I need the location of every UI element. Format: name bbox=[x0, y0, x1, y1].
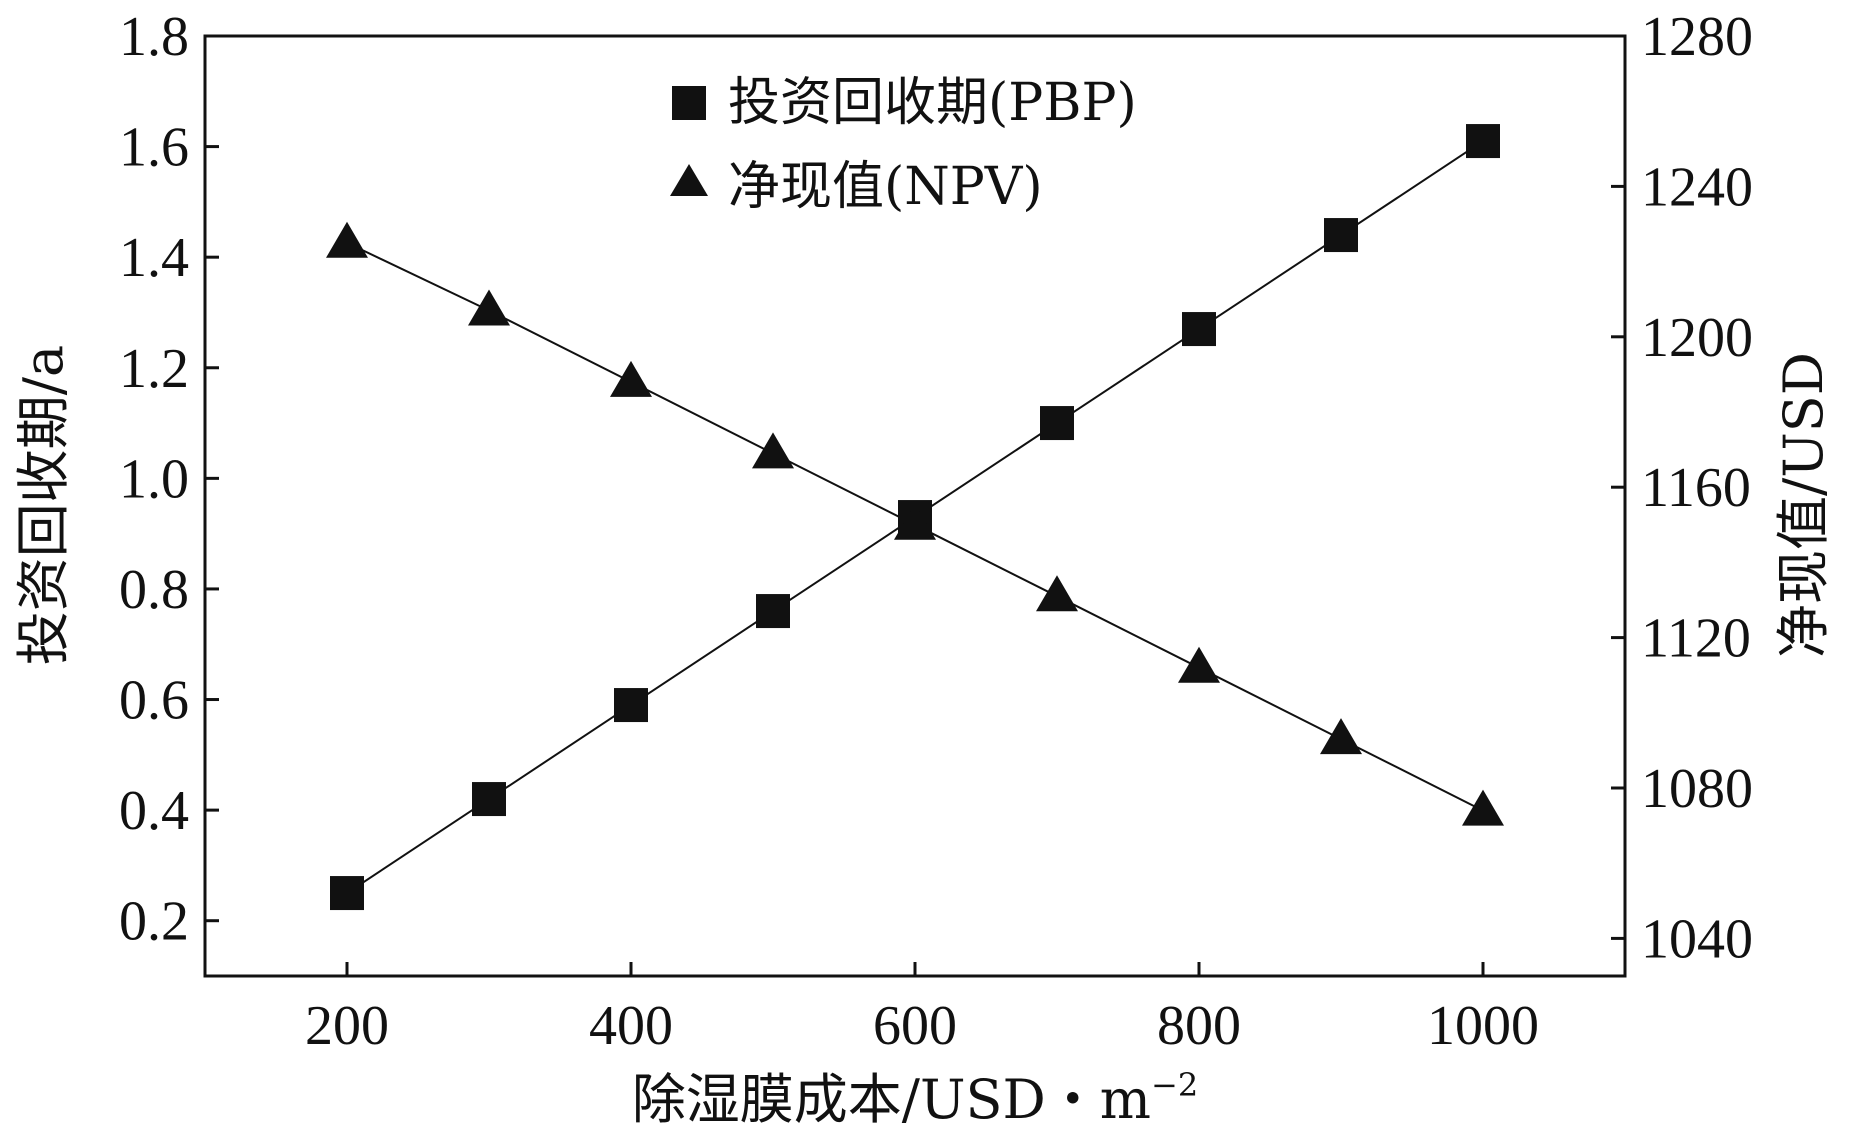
legend: 投资回收期(PBP) 净现值(NPV) bbox=[670, 73, 1137, 217]
left-y-tick-label: 0.4 bbox=[119, 780, 189, 842]
pbp-point bbox=[756, 594, 790, 629]
series-markers bbox=[326, 124, 1504, 911]
pbp-point bbox=[1324, 218, 1358, 253]
left-y-tick-label: 0.6 bbox=[119, 670, 189, 732]
right-y-tick-label: 1080 bbox=[1641, 758, 1753, 820]
left-y-tick-label: 0.2 bbox=[119, 891, 189, 953]
left-y-tick-label: 1.0 bbox=[119, 448, 189, 510]
legend-label-npv: 净现值(NPV) bbox=[728, 157, 1043, 217]
legend-label-pbp: 投资回收期(PBP) bbox=[728, 73, 1137, 133]
x-axis-title: 除湿膜成本/USD・m−2 bbox=[632, 1066, 1198, 1131]
right-y-tick-label: 1160 bbox=[1641, 457, 1751, 519]
left-y-tick-label: 1.8 bbox=[119, 6, 189, 68]
x-axis-title-text: 除湿膜成本/USD・m bbox=[632, 1068, 1151, 1131]
x-tick-label: 200 bbox=[305, 995, 389, 1057]
x-tick-label: 400 bbox=[589, 995, 673, 1057]
left-y-tick-label: 1.6 bbox=[119, 117, 189, 179]
pbp-point bbox=[614, 688, 648, 723]
npv-point bbox=[1178, 646, 1220, 683]
legend-triangle-marker bbox=[670, 164, 708, 196]
npv-point bbox=[752, 432, 794, 469]
x-axis: 200 400 600 800 1000 bbox=[305, 962, 1539, 1057]
pbp-point bbox=[472, 782, 506, 817]
right-y-tick-label: 1240 bbox=[1641, 156, 1753, 218]
left-y-axis-title: 投资回收期/a bbox=[12, 345, 75, 665]
x-axis-title-exponent: −2 bbox=[1151, 1066, 1198, 1104]
npv-point bbox=[1462, 789, 1504, 826]
right-y-axis-title: 净现值/USD bbox=[1772, 352, 1835, 658]
legend-square-marker bbox=[672, 86, 706, 120]
npv-point bbox=[1320, 718, 1362, 755]
right-y-tick-label: 1120 bbox=[1641, 608, 1751, 670]
left-y-tick-label: 1.4 bbox=[119, 227, 189, 289]
x-tick-label: 600 bbox=[873, 995, 957, 1057]
right-y-tick-label: 1040 bbox=[1641, 908, 1753, 970]
left-y-tick-label: 1.2 bbox=[119, 338, 189, 400]
npv-point bbox=[894, 503, 936, 540]
x-tick-label: 800 bbox=[1157, 995, 1241, 1057]
pbp-point bbox=[1040, 406, 1074, 441]
x-tick-label: 1000 bbox=[1427, 995, 1539, 1057]
left-y-axis: 0.2 0.4 0.6 0.8 1.0 1.2 1.4 1.6 1.8 bbox=[119, 6, 219, 953]
right-y-axis: 1040 1080 1120 1160 1200 1240 1280 bbox=[1611, 6, 1753, 970]
npv-point bbox=[1036, 575, 1078, 612]
npv-point bbox=[468, 289, 510, 326]
left-y-tick-label: 0.8 bbox=[119, 559, 189, 621]
pbp-point bbox=[1466, 124, 1500, 159]
right-y-tick-label: 1200 bbox=[1641, 307, 1753, 369]
right-y-tick-label: 1280 bbox=[1641, 6, 1753, 68]
npv-point bbox=[326, 221, 368, 258]
pbp-point bbox=[1182, 312, 1216, 347]
npv-point bbox=[610, 360, 652, 397]
pbp-point bbox=[330, 876, 364, 911]
